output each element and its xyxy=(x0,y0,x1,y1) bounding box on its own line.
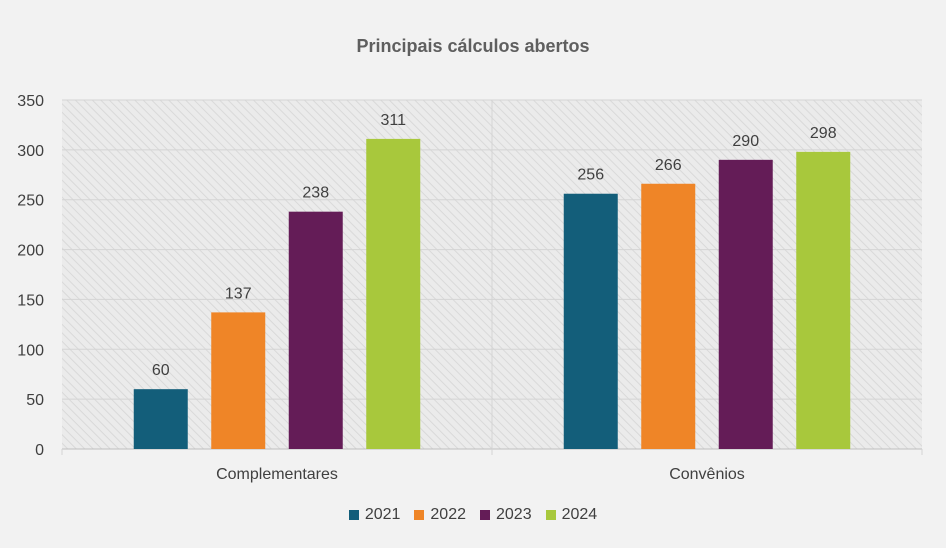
y-tick-label: 200 xyxy=(17,243,44,260)
y-tick-label: 0 xyxy=(35,442,44,459)
data-label: 290 xyxy=(732,133,759,150)
data-label: 266 xyxy=(655,157,682,174)
legend-label: 2023 xyxy=(496,506,532,523)
legend-swatch xyxy=(414,510,425,520)
bar-2021-convênios xyxy=(563,193,618,449)
legend-swatch xyxy=(480,510,490,520)
bar-2022-convênios xyxy=(641,183,696,449)
data-label: 238 xyxy=(302,185,329,202)
legend-label: 2021 xyxy=(364,506,401,523)
x-tick-label: Complementares xyxy=(216,466,338,483)
x-tick-label: Convênios xyxy=(669,466,745,483)
y-tick-label: 50 xyxy=(26,392,44,409)
legend-item-2021: 2021 xyxy=(348,506,401,524)
bar-2024-convênios xyxy=(796,151,851,449)
bar-2023-complementares xyxy=(288,211,343,449)
bar-2021-complementares xyxy=(133,389,188,449)
chart-title: Principais cálculos abertos xyxy=(356,36,590,56)
data-label: 137 xyxy=(225,285,252,302)
legend-label: 2024 xyxy=(561,506,598,523)
y-tick-label: 250 xyxy=(17,193,44,210)
y-tick-label: 350 xyxy=(17,93,44,110)
legend-item-2023: 2023 xyxy=(480,506,532,524)
data-label: 60 xyxy=(152,362,170,379)
bar-2024-complementares xyxy=(366,138,421,450)
legend-swatch xyxy=(348,510,359,520)
legend-item-2024: 2024 xyxy=(545,506,598,524)
y-tick-label: 300 xyxy=(17,143,44,160)
data-label: 298 xyxy=(810,125,837,142)
legend-item-2022: 2022 xyxy=(414,506,466,524)
legend: 2021 2022 2023 2024 xyxy=(0,506,946,524)
y-tick-label: 150 xyxy=(17,292,44,309)
legend-label: 2022 xyxy=(430,506,466,523)
y-tick-label: 100 xyxy=(17,342,44,359)
legend-swatch xyxy=(545,510,556,520)
data-label: 311 xyxy=(380,112,406,129)
bar-2023-convênios xyxy=(718,159,773,450)
bar-2022-complementares xyxy=(211,312,266,449)
data-label: 256 xyxy=(577,167,604,184)
